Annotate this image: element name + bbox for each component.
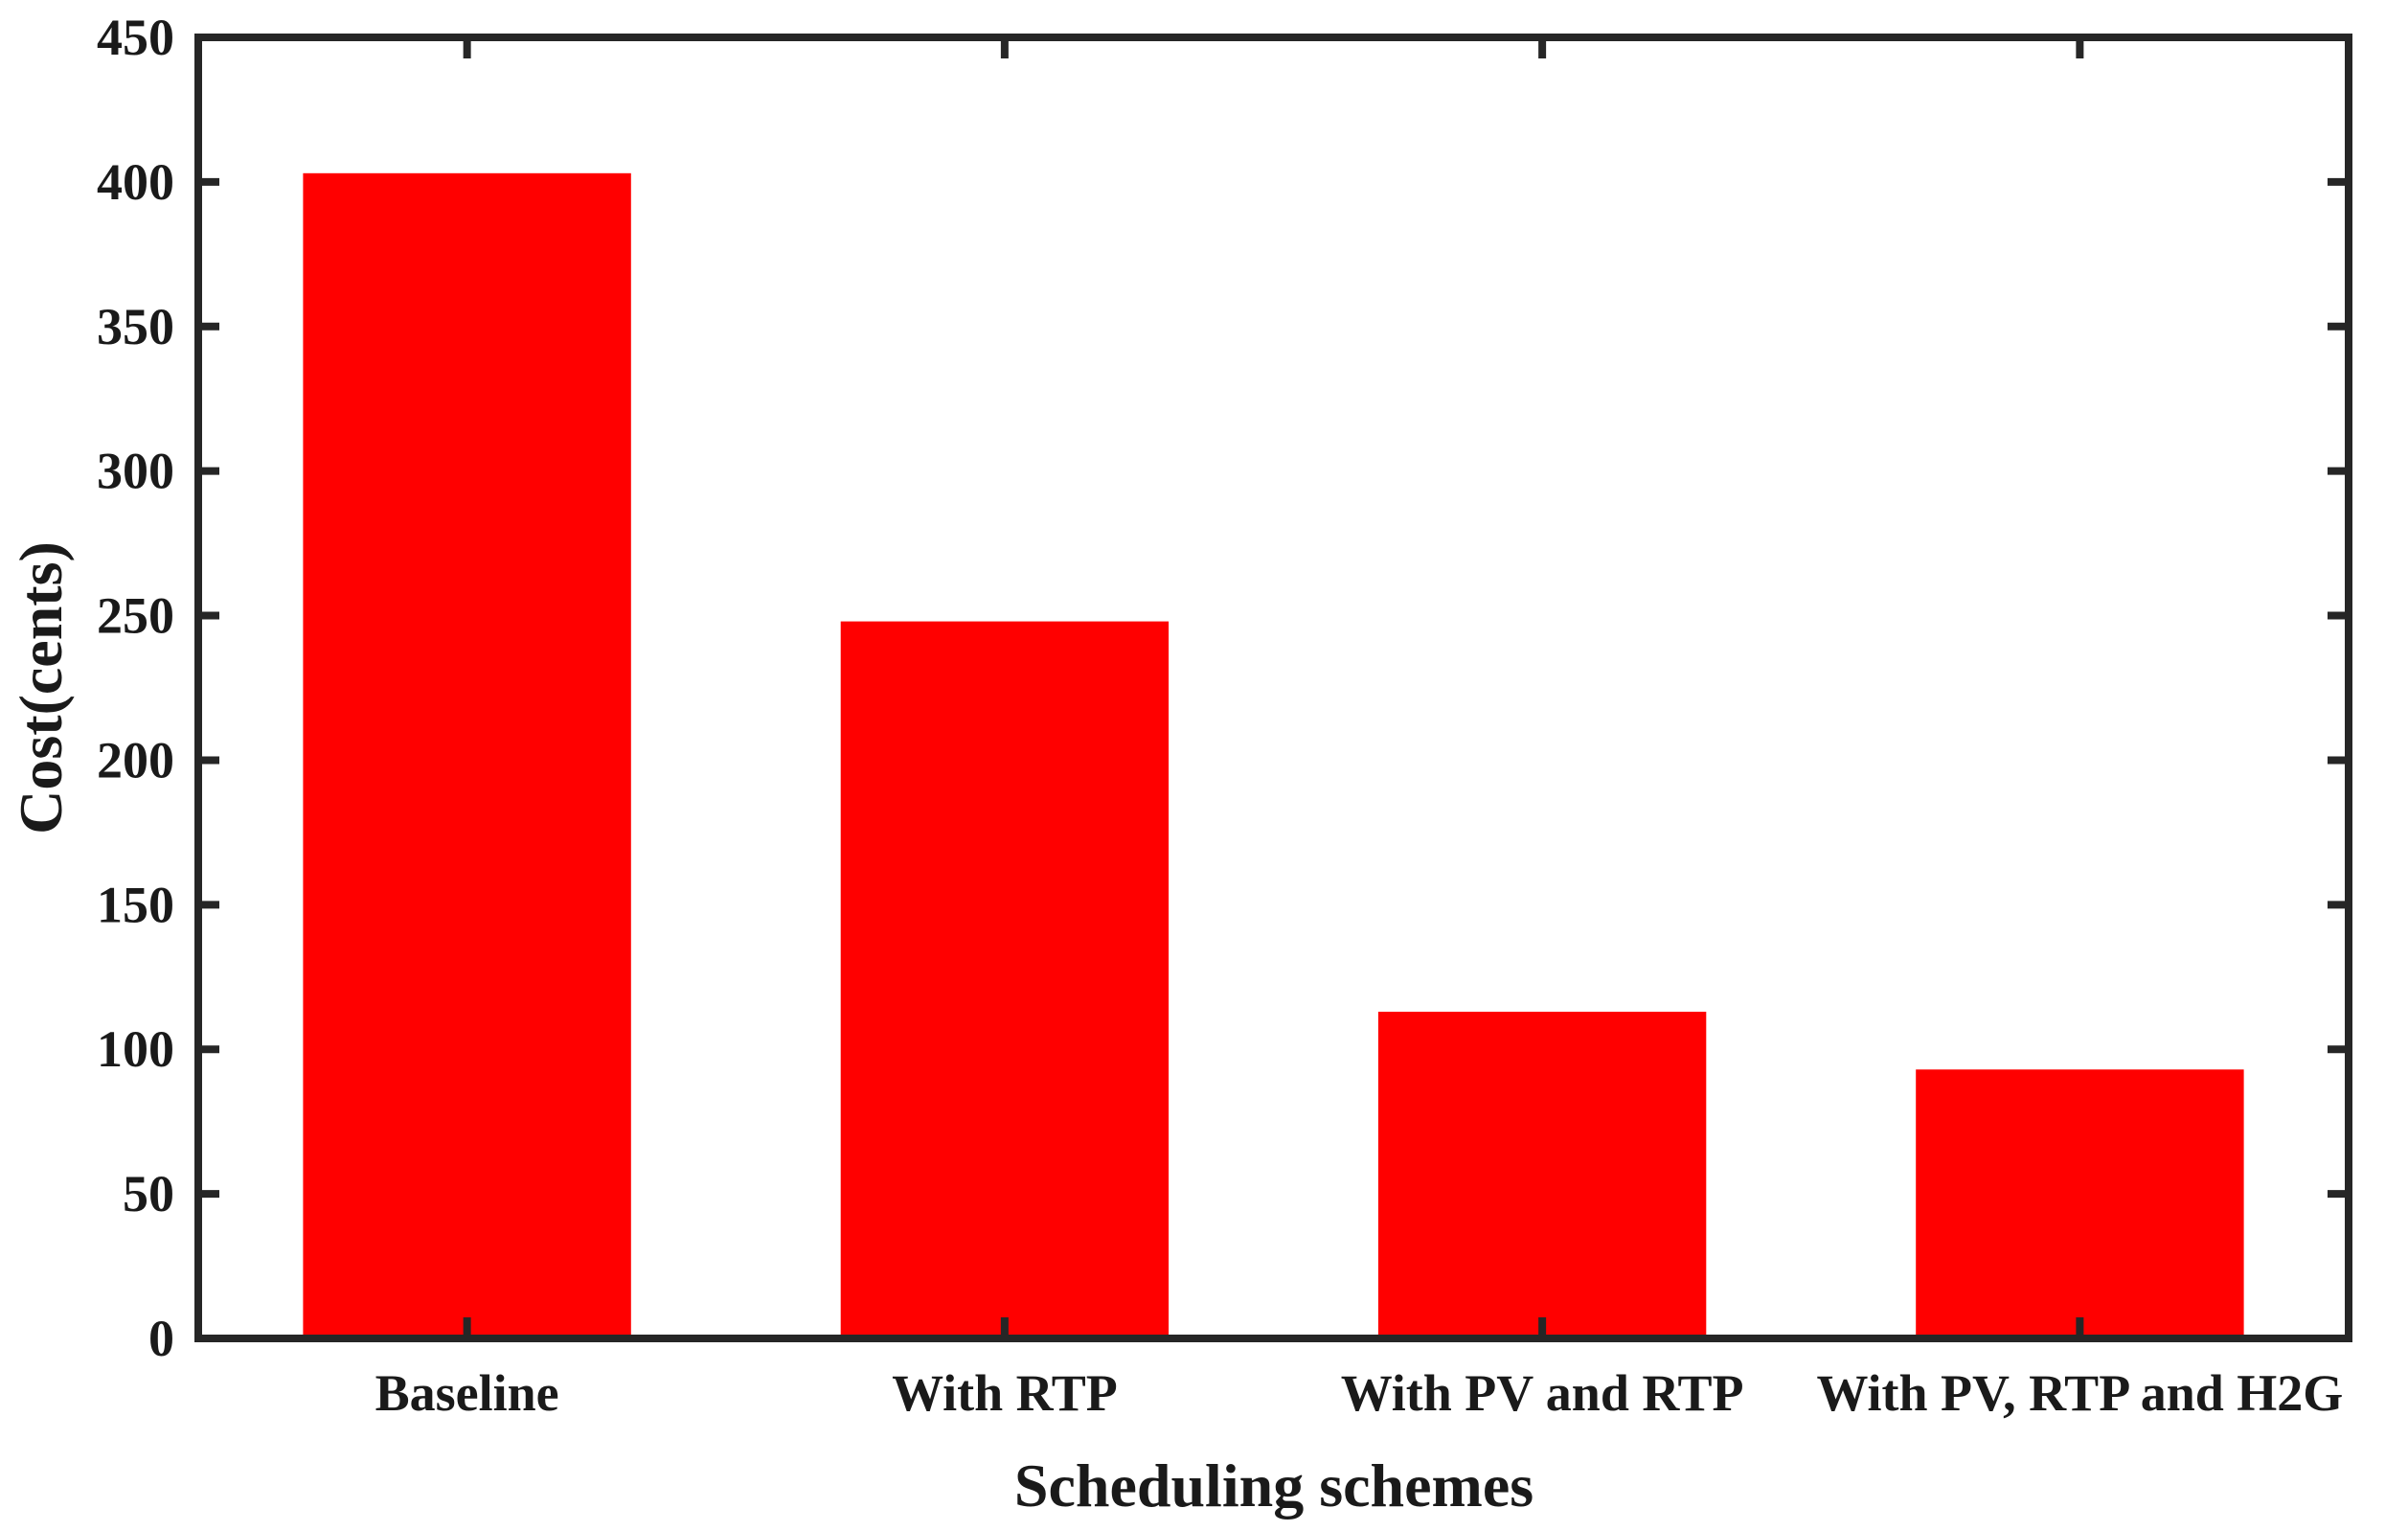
y-tick-label: 50 (123, 1165, 174, 1223)
plot-border (194, 34, 2352, 1342)
y-tick-label: 150 (97, 876, 174, 933)
y-tick-label: 100 (97, 1020, 174, 1078)
bar (1916, 1069, 2244, 1338)
bar (303, 172, 631, 1338)
y-tick-label: 0 (148, 1310, 174, 1367)
x-axis-label: Scheduling schemes (1014, 1451, 1533, 1520)
y-tick-label: 450 (97, 9, 174, 66)
x-tick-label: With RTP (892, 1364, 1118, 1422)
x-tick-label: Baseline (375, 1364, 559, 1422)
bar (1377, 1012, 1707, 1338)
axes-layer (194, 34, 2352, 1342)
bar (840, 621, 1170, 1338)
y-tick-label: 400 (97, 153, 174, 211)
x-tick-label: With PV, RTP and H2G (1817, 1364, 2344, 1422)
y-tick-label: 350 (97, 298, 174, 355)
labels-layer: 0 50 100 150 200 250 300 350 400 450 Baseline With … (97, 9, 2343, 1422)
y-tick-label: 200 (97, 731, 174, 788)
bars-layer (303, 172, 2244, 1338)
y-tick-label: 250 (97, 587, 174, 645)
y-axis-label: Cost(cents) (7, 541, 75, 834)
y-tick-label: 300 (97, 443, 174, 500)
x-tick-label: With PV and RTP (1341, 1364, 1744, 1422)
